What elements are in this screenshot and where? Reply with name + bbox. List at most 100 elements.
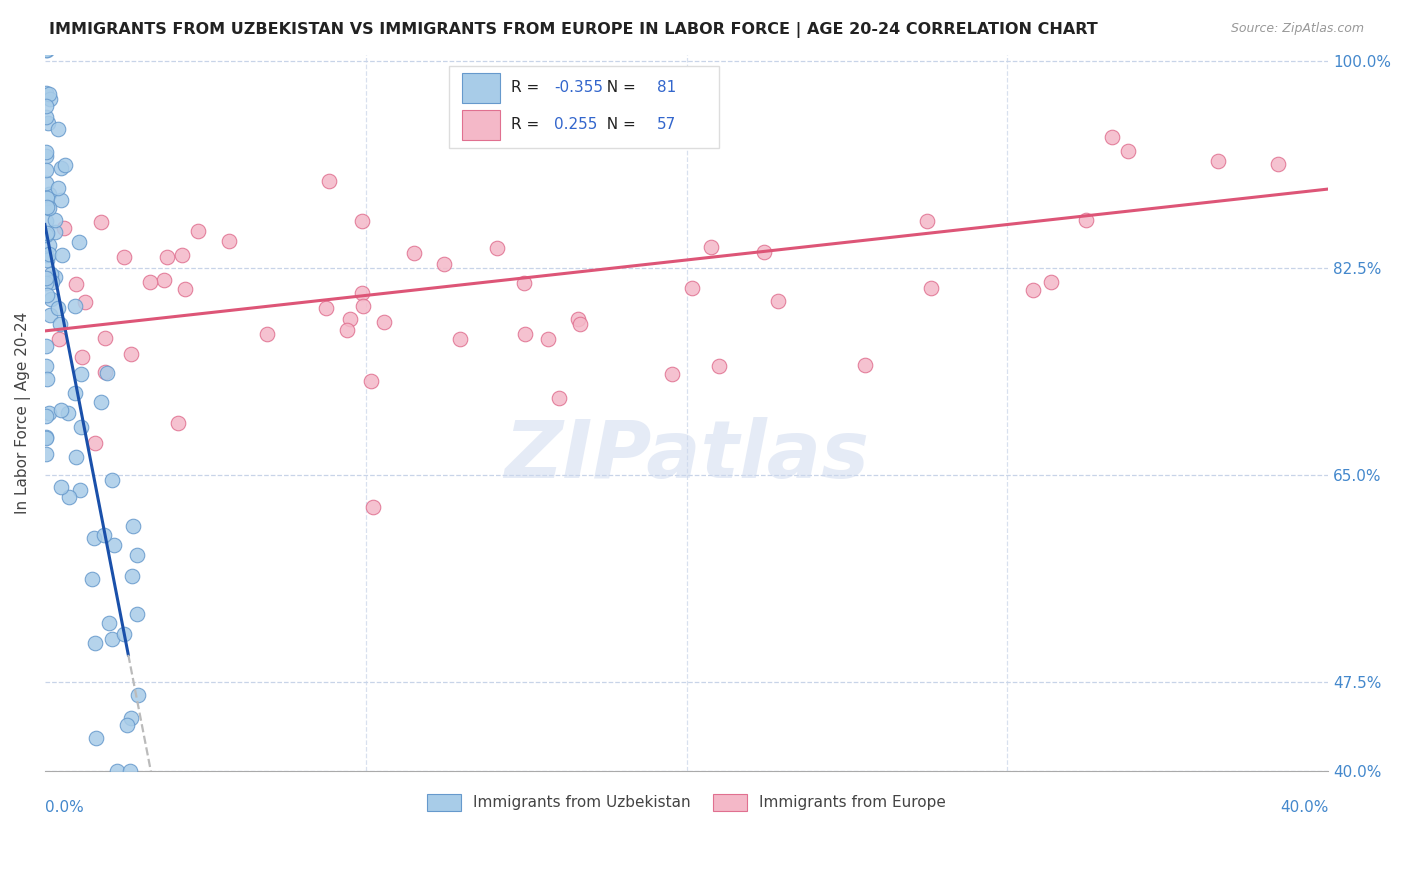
Point xyxy=(44,212,66,227)
Point xyxy=(90,215,112,229)
Point xyxy=(373,316,395,330)
Point xyxy=(35,253,58,268)
Point xyxy=(187,224,209,238)
Point xyxy=(52,221,75,235)
Point xyxy=(352,299,374,313)
Text: R =: R = xyxy=(510,118,548,132)
Point xyxy=(70,367,93,381)
Point xyxy=(35,190,58,204)
Point xyxy=(70,420,93,434)
Point xyxy=(138,275,160,289)
Text: N =: N = xyxy=(596,80,640,95)
Point xyxy=(120,347,142,361)
Point xyxy=(34,276,56,290)
Text: R =: R = xyxy=(510,80,544,95)
Point xyxy=(547,391,569,405)
Point xyxy=(51,480,73,494)
Point xyxy=(153,273,176,287)
Point xyxy=(46,301,69,315)
Point xyxy=(35,148,58,162)
Point xyxy=(39,292,62,306)
Point xyxy=(699,240,721,254)
Point xyxy=(35,226,58,240)
Point xyxy=(58,406,80,420)
Point xyxy=(101,632,124,647)
Point xyxy=(103,538,125,552)
Point xyxy=(127,548,149,562)
Point xyxy=(118,764,141,778)
Point xyxy=(34,430,56,444)
Point xyxy=(352,285,374,300)
Point xyxy=(38,238,60,252)
Y-axis label: In Labor Force | Age 20-24: In Labor Force | Age 20-24 xyxy=(15,312,31,514)
Point xyxy=(38,247,60,261)
Point xyxy=(48,332,70,346)
Point xyxy=(41,276,63,290)
Point xyxy=(112,627,135,641)
Point xyxy=(920,281,942,295)
Point xyxy=(315,301,337,316)
Point xyxy=(49,161,72,176)
Point xyxy=(49,403,72,417)
Point xyxy=(75,295,97,310)
Text: 57: 57 xyxy=(657,118,676,132)
Point xyxy=(37,200,59,214)
Point xyxy=(336,323,359,337)
Point xyxy=(38,92,60,106)
Point xyxy=(1116,144,1139,158)
Point xyxy=(127,607,149,621)
Point xyxy=(34,145,56,160)
Point xyxy=(486,241,509,255)
Point xyxy=(1039,275,1062,289)
Point xyxy=(37,43,59,57)
Point xyxy=(121,569,143,583)
Point xyxy=(53,158,76,172)
Point xyxy=(360,374,382,388)
Point xyxy=(46,122,69,136)
Point xyxy=(34,409,56,423)
Point xyxy=(1267,156,1289,170)
Point xyxy=(34,86,56,100)
Point xyxy=(569,317,592,331)
Point xyxy=(39,308,62,322)
Point xyxy=(80,572,103,586)
Point xyxy=(39,267,62,281)
Point xyxy=(34,338,56,352)
Point xyxy=(58,491,80,505)
Point xyxy=(38,87,60,101)
Text: 0.0%: 0.0% xyxy=(45,800,83,815)
Bar xyxy=(463,72,501,103)
Point xyxy=(1206,153,1229,168)
Point xyxy=(63,385,86,400)
Point xyxy=(34,99,56,113)
Point xyxy=(34,213,56,227)
Point xyxy=(67,235,90,249)
Text: IMMIGRANTS FROM UZBEKISTAN VS IMMIGRANTS FROM EUROPE IN LABOR FORCE | AGE 20-24 : IMMIGRANTS FROM UZBEKISTAN VS IMMIGRANTS… xyxy=(49,22,1098,38)
Point xyxy=(69,483,91,498)
Point xyxy=(318,174,340,188)
Point xyxy=(70,351,93,365)
Point xyxy=(93,528,115,542)
Point xyxy=(44,269,66,284)
Point xyxy=(127,688,149,702)
Point xyxy=(83,436,105,450)
Point xyxy=(49,193,72,207)
Point xyxy=(96,367,118,381)
Point xyxy=(39,270,62,285)
Point xyxy=(97,615,120,630)
Point xyxy=(361,500,384,514)
Text: -0.355: -0.355 xyxy=(554,80,603,95)
Point xyxy=(256,326,278,341)
Point xyxy=(46,181,69,195)
Point xyxy=(681,281,703,295)
Point xyxy=(513,277,536,291)
Point xyxy=(84,731,107,745)
Point xyxy=(350,214,373,228)
Point xyxy=(90,395,112,409)
Point xyxy=(567,312,589,326)
Text: N =: N = xyxy=(596,118,640,132)
Point xyxy=(34,43,56,57)
Point xyxy=(120,711,142,725)
Point xyxy=(37,372,59,386)
Point xyxy=(112,250,135,264)
